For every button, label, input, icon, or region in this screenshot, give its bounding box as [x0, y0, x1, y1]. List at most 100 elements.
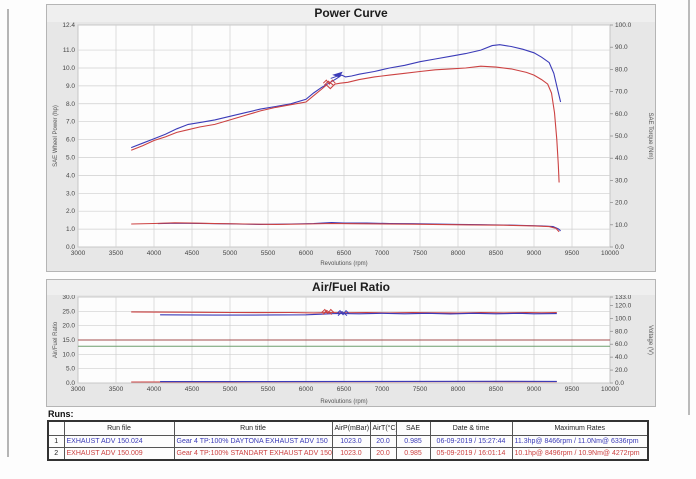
- x-tick-label: 5500: [261, 250, 276, 257]
- right-tick-label: 50.0: [615, 133, 628, 140]
- run-number-cell: 1: [47, 435, 65, 448]
- left-tick-label: 0.0: [66, 380, 75, 387]
- left-tick-label: 5.0: [66, 154, 75, 161]
- x-tick-label: 3500: [109, 386, 124, 393]
- air-fuel-ratio-panel: Air/Fuel Ratio 3000 3500 4000 4500 5000 5500 6…: [46, 279, 656, 407]
- x-tick-label: 10000: [601, 250, 619, 257]
- table-row: 2 EXHAUST ADV 150.009 Gear 4 TP:100% STAND…: [47, 447, 649, 461]
- left-tick-label: 6.0: [66, 137, 75, 144]
- left-tick-label: 30.0: [62, 295, 75, 301]
- runs-table: Run file Run title AirP(mBar) AirT(°C) SAE Da…: [47, 420, 649, 461]
- table-cell: 11.3hp@ 8466rpm / 11.0Nm@ 6336rpm: [511, 435, 649, 448]
- table-header-cell: Run file: [63, 420, 175, 436]
- right-tick-label: 20.0: [615, 367, 628, 374]
- x-tick-label: 6500: [337, 386, 352, 393]
- table-cell: 05-09-2019 / 16:01:14: [429, 447, 513, 461]
- left-tick-label: 0.0: [66, 244, 75, 251]
- table-row: 1 EXHAUST ADV 150.024 Gear 4 TP:100% DAYTO…: [47, 435, 649, 448]
- run-number-cell: 2: [47, 447, 65, 461]
- x-tick-label: 9500: [565, 250, 580, 257]
- right-tick-label: 60.0: [615, 341, 628, 348]
- table-header-cell: Maximum Rates: [511, 420, 649, 436]
- x-tick-label: 10000: [601, 386, 619, 393]
- right-tick-label: 20.0: [615, 200, 628, 207]
- x-tick-label: 6500: [337, 250, 352, 257]
- table-header-cell: [47, 420, 65, 436]
- right-tick-label: 80.0: [615, 328, 628, 335]
- x-tick-label: 4500: [185, 250, 200, 257]
- right-tick-label: 80.0: [615, 66, 628, 73]
- left-tick-label: 8.0: [66, 101, 75, 108]
- x-tick-label: 7500: [413, 250, 428, 257]
- x-tick-label: 5000: [223, 250, 238, 257]
- table-header-row: Run file Run title AirP(mBar) AirT(°C) SAE Da…: [47, 420, 649, 436]
- left-tick-label: 1.0: [66, 226, 75, 233]
- scribble-marker: [322, 79, 336, 86]
- power-curve-panel: Power Curve 3000 3500 4000 4500 5000 5500 6000…: [46, 4, 656, 272]
- table-header-cell: SAE: [395, 420, 431, 436]
- right-tick-label: 60.0: [615, 111, 628, 118]
- left-tick-label: 4.0: [66, 172, 75, 179]
- x-tick-label: 5500: [261, 386, 276, 393]
- x-tick-label: 7000: [375, 386, 390, 393]
- left-tick-label: 12.4: [62, 22, 75, 29]
- photo-left-edge: [7, 9, 9, 457]
- x-tick-label: 3000: [71, 386, 86, 393]
- x-tick-label: 8500: [489, 386, 504, 393]
- right-tick-label: 0.0: [615, 244, 624, 251]
- right-tick-label: 100.0: [615, 22, 632, 29]
- table-cell: 0.985: [395, 447, 431, 461]
- air-fuel-ratio-title: Air/Fuel Ratio: [47, 280, 655, 295]
- photo-right-edge: [688, 0, 690, 415]
- x-tick-label: 4000: [147, 250, 162, 257]
- right-tick-label: 40.0: [615, 155, 628, 162]
- x-tick-label: 9000: [527, 386, 542, 393]
- series-daytona-power-hp: [131, 44, 562, 149]
- x-tick-label: 7500: [413, 386, 428, 393]
- air-fuel-ratio-chart: 3000 3500 4000 4500 5000 5500 6000 6500 7000 7500…: [53, 294, 653, 405]
- right-tick-label: 133.0: [615, 295, 632, 301]
- left-tick-label: 25.0: [62, 308, 75, 315]
- left-tick-label: 11.0: [63, 47, 76, 54]
- series-daytona-afr: [160, 312, 557, 316]
- table-cell: 06-09-2019 / 15:27:44: [429, 435, 513, 448]
- x-tick-label: 8500: [489, 250, 504, 257]
- table-header-cell: AirT(°C): [369, 420, 397, 436]
- table-cell: 1023.0: [331, 447, 371, 461]
- series-standart-afr: [131, 311, 557, 314]
- right-tick-label: 30.0: [615, 177, 628, 184]
- x-tick-label: 5000: [223, 386, 238, 393]
- x-tick-label: 9500: [565, 386, 580, 393]
- left-tick-label: 20.0: [62, 323, 75, 330]
- table-cell: 20.0: [369, 435, 397, 448]
- x-tick-label: 6000: [299, 250, 314, 257]
- runs-section-label: Runs:: [48, 409, 74, 419]
- table-cell: EXHAUST ADV 150.024: [63, 435, 175, 448]
- table-header-cell: Run title: [173, 420, 333, 436]
- right-axis-title: Voltage (V): [647, 325, 653, 355]
- table-cell: EXHAUST ADV 150.009: [63, 447, 175, 461]
- left-tick-label: 3.0: [66, 190, 75, 197]
- right-axis-title: SAE Torque (Nm): [647, 113, 653, 160]
- x-tick-label: 6000: [299, 386, 314, 393]
- x-tick-label: 7000: [375, 250, 390, 257]
- table-cell: 10.1hp@ 8496rpm / 10.9Nm@ 4272rpm: [511, 447, 649, 461]
- table-cell: 20.0: [369, 447, 397, 461]
- series-standart-power-hp: [130, 65, 560, 183]
- cursor-arrow-marker: [330, 71, 343, 79]
- scribble-marker: [321, 308, 335, 315]
- left-tick-label: 10.0: [62, 65, 75, 72]
- left-tick-label: 9.0: [66, 83, 75, 90]
- x-tick-label: 3000: [71, 250, 86, 257]
- left-tick-label: 5.0: [66, 366, 75, 373]
- right-tick-label: 40.0: [615, 354, 628, 361]
- series-standart-torque-nm: [131, 222, 560, 233]
- power-curve-title: Power Curve: [47, 5, 655, 22]
- x-axis-title: Revolutions (rpm): [320, 399, 367, 405]
- power-curve-chart: 3000 3500 4000 4500 5000 5500 6000 6500 7000 7500…: [53, 22, 653, 267]
- x-axis-title: Revolutions (rpm): [320, 261, 367, 267]
- right-tick-label: 10.0: [615, 222, 628, 229]
- table-header-cell: AirP(mBar): [331, 420, 371, 436]
- left-tick-label: 10.0: [62, 351, 75, 358]
